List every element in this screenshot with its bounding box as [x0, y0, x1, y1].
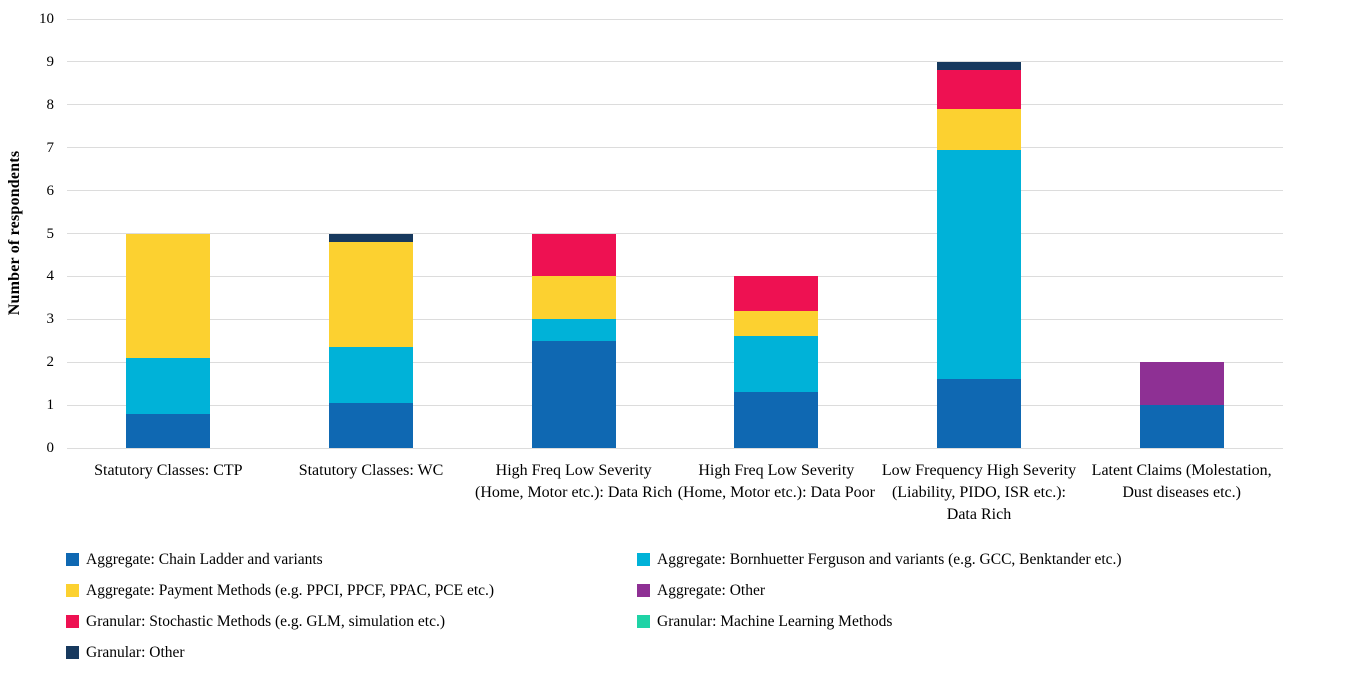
- legend-item: Aggregate: Other: [637, 581, 1286, 600]
- x-axis-category-label: Statutory Classes: WC: [298, 462, 444, 479]
- bar-segment: [937, 149, 1021, 380]
- legend-swatch-icon: [66, 646, 79, 659]
- y-tick-label: 4: [46, 268, 55, 285]
- legend-swatch-icon: [66, 584, 79, 597]
- legend-label: Aggregate: Payment Methods (e.g. PPCI, P…: [86, 582, 495, 599]
- gridline: [67, 18, 1283, 20]
- gridline: [67, 404, 1283, 406]
- x-axis-category-label: High Freq Low Severity (Home, Motor etc.…: [677, 462, 875, 501]
- legend-label: Aggregate: Chain Ladder and variants: [86, 551, 323, 568]
- legend-label: Aggregate: Other: [657, 582, 766, 599]
- bar-segment: [734, 336, 819, 393]
- gridline: [67, 361, 1283, 363]
- x-axis-category-label: Statutory Classes: CTP: [94, 462, 243, 479]
- legend-item: Granular: Machine Learning Methods: [637, 612, 1286, 631]
- bar-segment: [1139, 362, 1224, 406]
- bar-segment: [531, 233, 616, 277]
- bar-segment: [329, 242, 413, 348]
- x-axis-category-label: High Freq Low Severity (Home, Motor etc.…: [475, 462, 673, 501]
- bar-segment: [734, 310, 819, 337]
- legend-swatch-icon: [637, 553, 650, 566]
- x-axis-category-label: Latent Claims (Molestation, Dust disease…: [1091, 462, 1272, 501]
- gridline: [67, 61, 1283, 63]
- bar-segment: [531, 340, 616, 448]
- bar-segment: [329, 347, 413, 403]
- y-tick-label: 8: [46, 96, 55, 113]
- y-tick-label: 6: [46, 182, 55, 199]
- legend-label: Granular: Other: [86, 644, 185, 661]
- bar-segment: [329, 402, 413, 448]
- bar-segment: [126, 357, 211, 414]
- y-tick-label: 5: [46, 225, 55, 242]
- legend-label: Granular: Machine Learning Methods: [657, 613, 893, 630]
- gridline: [67, 190, 1283, 192]
- gridline: [67, 318, 1283, 320]
- bar-segment: [937, 70, 1021, 110]
- x-axis-category-label: Low Frequency High Severity (Liability, …: [881, 462, 1077, 523]
- legend-swatch-icon: [637, 615, 650, 628]
- gridline: [67, 104, 1283, 106]
- legend-item: Granular: Stochastic Methods (e.g. GLM, …: [66, 612, 637, 631]
- plot-area: [67, 18, 1283, 449]
- bar-segment: [531, 319, 616, 341]
- gridline: [67, 233, 1283, 234]
- y-tick-label: 2: [46, 354, 55, 371]
- legend-swatch-icon: [637, 584, 650, 597]
- y-tick-label: 9: [46, 53, 55, 70]
- bar-segment: [329, 233, 413, 243]
- bar-segment: [126, 233, 211, 358]
- bar-segment: [734, 276, 819, 311]
- bar-segment: [531, 276, 616, 320]
- bar-segment: [937, 61, 1021, 71]
- legend-item: Granular: Other: [66, 643, 637, 662]
- bar-segment: [937, 109, 1021, 150]
- y-tick-label: 3: [46, 311, 55, 328]
- bar-segment: [1139, 405, 1224, 448]
- legend: Aggregate: Chain Ladder and variants Aggr…: [66, 550, 1286, 662]
- y-tick-label: 10: [39, 11, 54, 27]
- bar-segment: [126, 413, 211, 448]
- gridline: [67, 147, 1283, 149]
- bar-segment: [734, 392, 819, 448]
- legend-swatch-icon: [66, 615, 79, 628]
- legend-swatch-icon: [66, 553, 79, 566]
- legend-item: Aggregate: Bornhuetter Ferguson and vari…: [637, 550, 1286, 569]
- y-tick-label: 1: [46, 397, 55, 414]
- gridline: [67, 447, 1283, 449]
- y-tick-label: 7: [46, 139, 55, 156]
- legend-label: Granular: Stochastic Methods (e.g. GLM, …: [86, 613, 446, 630]
- legend-item: Aggregate: Payment Methods (e.g. PPCI, P…: [66, 581, 637, 600]
- y-tick-label: 0: [46, 440, 55, 456]
- gridline: [67, 275, 1283, 277]
- legend-item: Aggregate: Chain Ladder and variants: [66, 550, 637, 569]
- bar-segment: [937, 379, 1021, 448]
- legend-label: Aggregate: Bornhuetter Ferguson and vari…: [657, 551, 1122, 568]
